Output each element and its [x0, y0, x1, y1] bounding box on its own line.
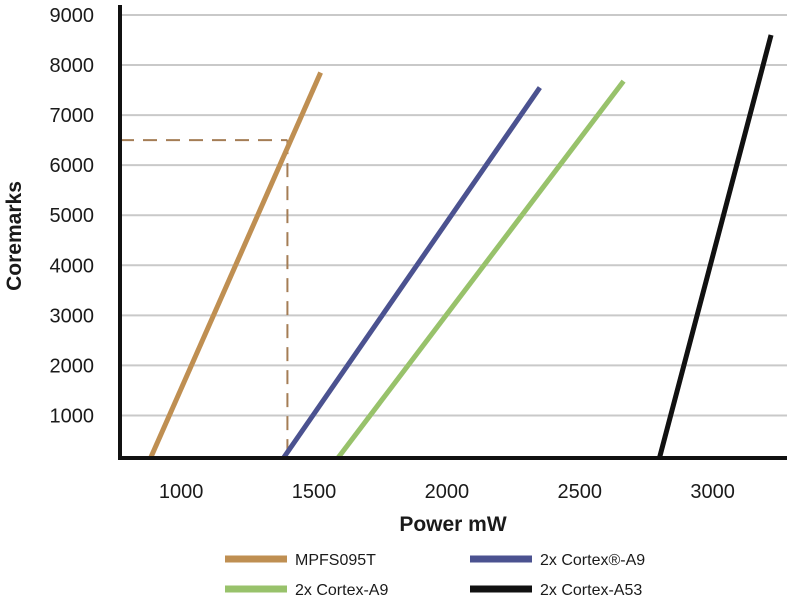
y-tick-label: 5000 [50, 205, 95, 227]
y-tick-label: 7000 [50, 105, 95, 127]
y-tick-label: 6000 [50, 155, 95, 177]
series-line-1 [281, 86, 542, 460]
legend: MPFS095T 2x Cortex®-A9 2x Cortex-A9 2x Cort… [225, 552, 645, 599]
x-tick-label: 1500 [292, 481, 337, 503]
series-line-2 [335, 79, 626, 460]
axes [118, 5, 787, 460]
legend-label-2: 2x Cortex-A9 [295, 582, 388, 599]
y-tick-label: 2000 [50, 355, 95, 377]
y-tick-label: 9000 [50, 5, 95, 27]
x-tick-label: 1000 [159, 481, 204, 503]
y-tick-label: 1000 [50, 405, 95, 427]
y-axis-title: Coremarks [3, 181, 26, 291]
x-axis-title: Power mW [399, 513, 507, 536]
data-series [148, 34, 774, 460]
tick-labels: 1000 2000 3000 4000 5000 6000 7000 8000 9000 1000… [50, 5, 735, 503]
y-tick-label: 4000 [50, 255, 95, 277]
y-tick-label: 3000 [50, 305, 95, 327]
axis-titles: Power mW Coremarks [3, 181, 507, 536]
x-tick-label: 3000 [690, 481, 735, 503]
series-line-0 [148, 71, 323, 460]
series-line-3 [657, 34, 774, 459]
reference-lines [120, 139, 289, 458]
x-tick-label: 2000 [425, 481, 470, 503]
legend-label-0: MPFS095T [295, 552, 376, 569]
legend-label-1: 2x Cortex®-A9 [540, 552, 645, 569]
y-tick-label: 8000 [50, 55, 95, 77]
legend-label-3: 2x Cortex-A53 [540, 582, 642, 599]
x-tick-label: 2500 [557, 481, 602, 503]
